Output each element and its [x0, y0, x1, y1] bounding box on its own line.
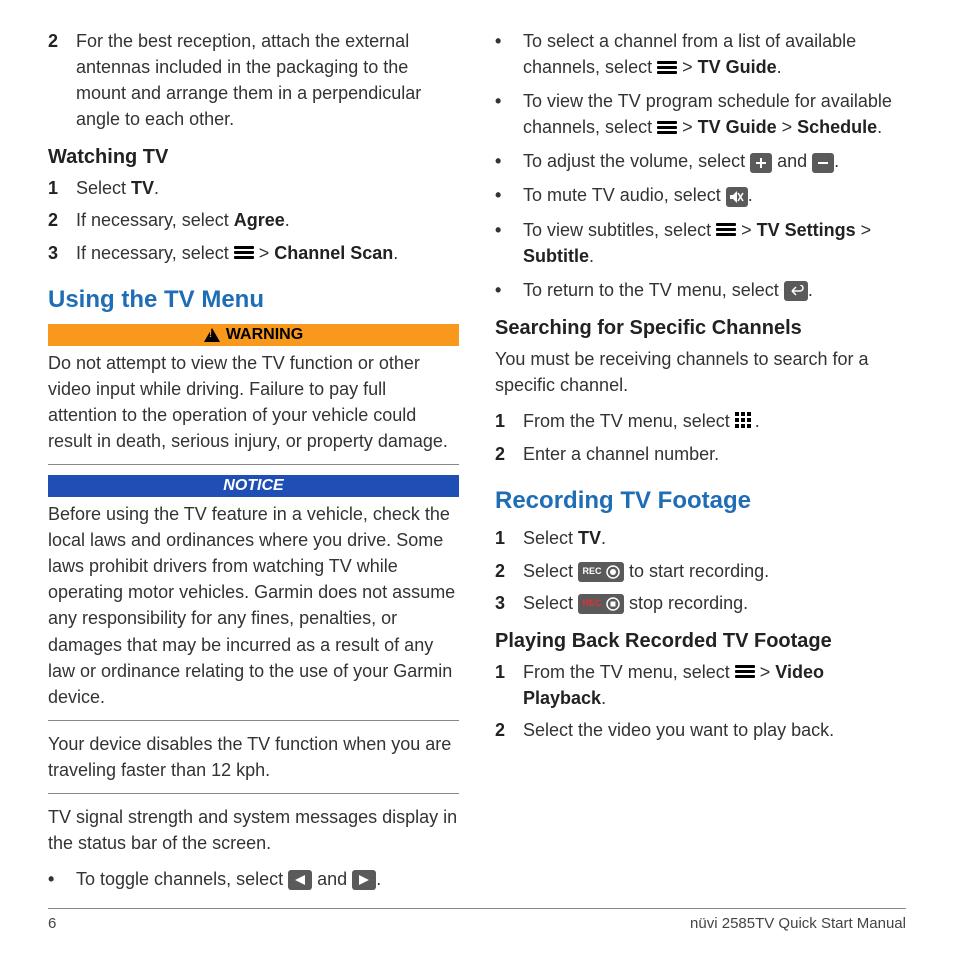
warning-bar: WARNING [48, 324, 459, 346]
step-number: 1 [495, 525, 509, 551]
list-item: • To toggle channels, select and . [48, 866, 459, 892]
bullet: • [495, 182, 509, 208]
bullet: • [48, 866, 62, 892]
bullet: • [495, 88, 509, 140]
bullet-text: To view subtitles, select > TV Settings … [523, 217, 906, 269]
left-column: 2 For the best reception, attach the ext… [48, 28, 459, 888]
using-tv-menu-heading: Using the TV Menu [48, 286, 459, 314]
menu-icon [657, 59, 677, 76]
list-item: 1 From the TV menu, select > Video Playb… [495, 659, 906, 711]
menu-icon [735, 663, 755, 680]
recording-tv-heading: Recording TV Footage [495, 487, 906, 515]
warning-label: WARNING [226, 326, 303, 344]
warning-text: Do not attempt to view the TV function o… [48, 350, 459, 454]
rec-start-icon: REC [578, 562, 624, 582]
step-text: Select REC stop recording. [523, 590, 748, 616]
page-footer: 6 nüvi 2585TV Quick Start Manual [48, 908, 906, 932]
right-column: • To select a channel from a list of ava… [495, 28, 906, 888]
list-item: 2 Enter a channel number. [495, 441, 906, 467]
step-text: If necessary, select > Channel Scan. [76, 240, 398, 266]
keypad-icon [735, 409, 755, 435]
bullet: • [495, 28, 509, 80]
divider [48, 720, 459, 721]
recording-steps: 1 Select TV. 2 Select REC to start recor… [495, 525, 906, 615]
bullet: • [495, 217, 509, 269]
list-item: 1 Select TV. [48, 175, 459, 201]
searching-channels-heading: Searching for Specific Channels [495, 317, 906, 340]
list-item: 2 If necessary, select Agree. [48, 207, 459, 233]
list-item: • To view subtitles, select > TV Setting… [495, 217, 906, 269]
search-steps: 1 From the TV menu, select . 2 Enter a c… [495, 408, 906, 467]
step-number: 3 [495, 590, 509, 616]
next-icon [352, 870, 376, 890]
menu-icon [234, 244, 254, 261]
mute-icon [726, 187, 748, 207]
step-text: Enter a channel number. [523, 441, 719, 467]
search-intro-text: You must be receiving channels to search… [495, 346, 906, 398]
step-number: 2 [48, 207, 62, 233]
bullet: • [495, 148, 509, 174]
list-item: • To mute TV audio, select . [495, 182, 906, 208]
list-item: 3 If necessary, select > Channel Scan. [48, 240, 459, 266]
list-item: 1 From the TV menu, select . [495, 408, 906, 435]
step-text: From the TV menu, select > Video Playbac… [523, 659, 906, 711]
notice-text: Before using the TV feature in a vehicle… [48, 501, 459, 710]
back-icon [784, 281, 808, 301]
step-number: 2 [495, 717, 509, 743]
plus-icon [750, 153, 772, 173]
warning-triangle-icon [204, 328, 220, 342]
bullet-text: To adjust the volume, select and . [523, 148, 839, 174]
antenna-steps: 2 For the best reception, attach the ext… [48, 28, 459, 132]
list-item: • To return to the TV menu, select . [495, 277, 906, 303]
step-text: For the best reception, attach the exter… [76, 28, 459, 132]
watching-tv-steps: 1 Select TV. 2 If necessary, select Agre… [48, 175, 459, 265]
step-number: 2 [495, 441, 509, 467]
bullet-text: To mute TV audio, select . [523, 182, 753, 208]
list-item: • To select a channel from a list of ava… [495, 28, 906, 80]
bullet-text: To return to the TV menu, select . [523, 277, 813, 303]
step-number: 2 [48, 28, 62, 132]
step-text: Select the video you want to play back. [523, 717, 834, 743]
list-item: 2 For the best reception, attach the ext… [48, 28, 459, 132]
step-number: 3 [48, 240, 62, 266]
doc-title: nüvi 2585TV Quick Start Manual [690, 915, 906, 932]
playback-heading: Playing Back Recorded TV Footage [495, 630, 906, 653]
tv-menu-options: • To select a channel from a list of ava… [495, 28, 906, 303]
step-number: 1 [495, 659, 509, 711]
notice-bar: NOTICE [48, 475, 459, 497]
step-text: Select TV. [523, 525, 606, 551]
step-number: 1 [495, 408, 509, 435]
step-text: Select TV. [76, 175, 159, 201]
watching-tv-heading: Watching TV [48, 146, 459, 169]
page-number: 6 [48, 915, 56, 932]
list-item: 2 Select the video you want to play back… [495, 717, 906, 743]
list-item: • To view the TV program schedule for av… [495, 88, 906, 140]
step-text: From the TV menu, select . [523, 408, 760, 435]
step-text: Select REC to start recording. [523, 558, 769, 584]
bullet-text: To select a channel from a list of avail… [523, 28, 906, 80]
channel-toggle-list: • To toggle channels, select and . [48, 866, 459, 892]
step-number: 1 [48, 175, 62, 201]
menu-icon [657, 119, 677, 136]
list-item: 1 Select TV. [495, 525, 906, 551]
bullet-text: To view the TV program schedule for avai… [523, 88, 906, 140]
minus-icon [812, 153, 834, 173]
bullet: • [495, 277, 509, 303]
bullet-text: To toggle channels, select and . [76, 866, 381, 892]
list-item: 3 Select REC stop recording. [495, 590, 906, 616]
signal-text: TV signal strength and system messages d… [48, 804, 459, 856]
prev-icon [288, 870, 312, 890]
divider [48, 793, 459, 794]
list-item: 2 Select REC to start recording. [495, 558, 906, 584]
step-number: 2 [495, 558, 509, 584]
list-item: • To adjust the volume, select and . [495, 148, 906, 174]
menu-icon [716, 221, 736, 238]
rec-stop-icon: REC [578, 594, 624, 614]
disable-text: Your device disables the TV function whe… [48, 731, 459, 783]
step-text: If necessary, select Agree. [76, 207, 290, 233]
divider [48, 464, 459, 465]
playback-steps: 1 From the TV menu, select > Video Playb… [495, 659, 906, 743]
